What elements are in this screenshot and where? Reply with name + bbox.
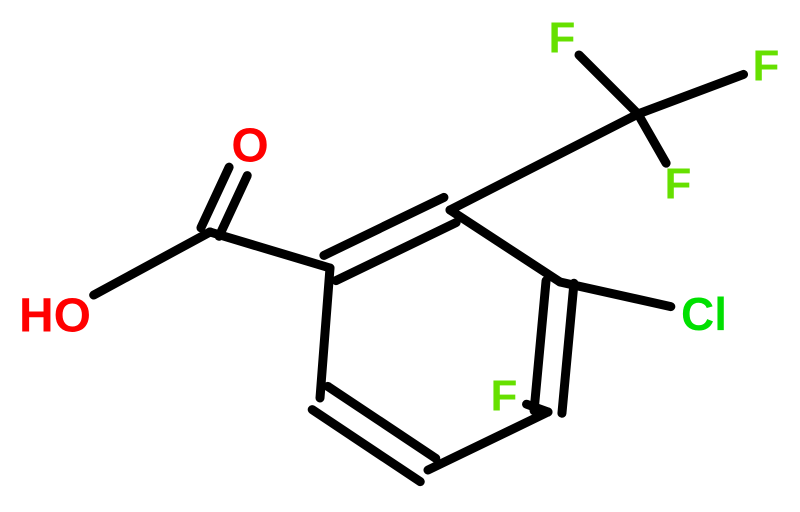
bond: [638, 114, 666, 163]
bond: [324, 197, 444, 255]
bond: [450, 114, 638, 210]
atom-label-o1: O: [231, 120, 268, 173]
atom-label-f4: F: [491, 372, 518, 421]
bond: [210, 232, 330, 268]
bond: [450, 210, 560, 282]
atom-label-f3: F: [665, 160, 692, 209]
atom-label-f2: F: [753, 42, 780, 91]
molecule-diagram: O HO F F F F Cl: [0, 0, 800, 512]
bond: [94, 232, 210, 295]
atom-label-oh: HO: [19, 290, 91, 343]
bond: [534, 281, 546, 411]
bond: [328, 386, 436, 458]
atom-label-f1: F: [549, 14, 576, 63]
bond: [428, 412, 548, 470]
bond: [562, 283, 574, 413]
bond: [638, 74, 744, 114]
bond: [312, 410, 420, 482]
atom-label-cl: Cl: [681, 288, 727, 340]
bond: [579, 55, 638, 114]
bond: [320, 268, 330, 398]
bond: [336, 223, 456, 281]
